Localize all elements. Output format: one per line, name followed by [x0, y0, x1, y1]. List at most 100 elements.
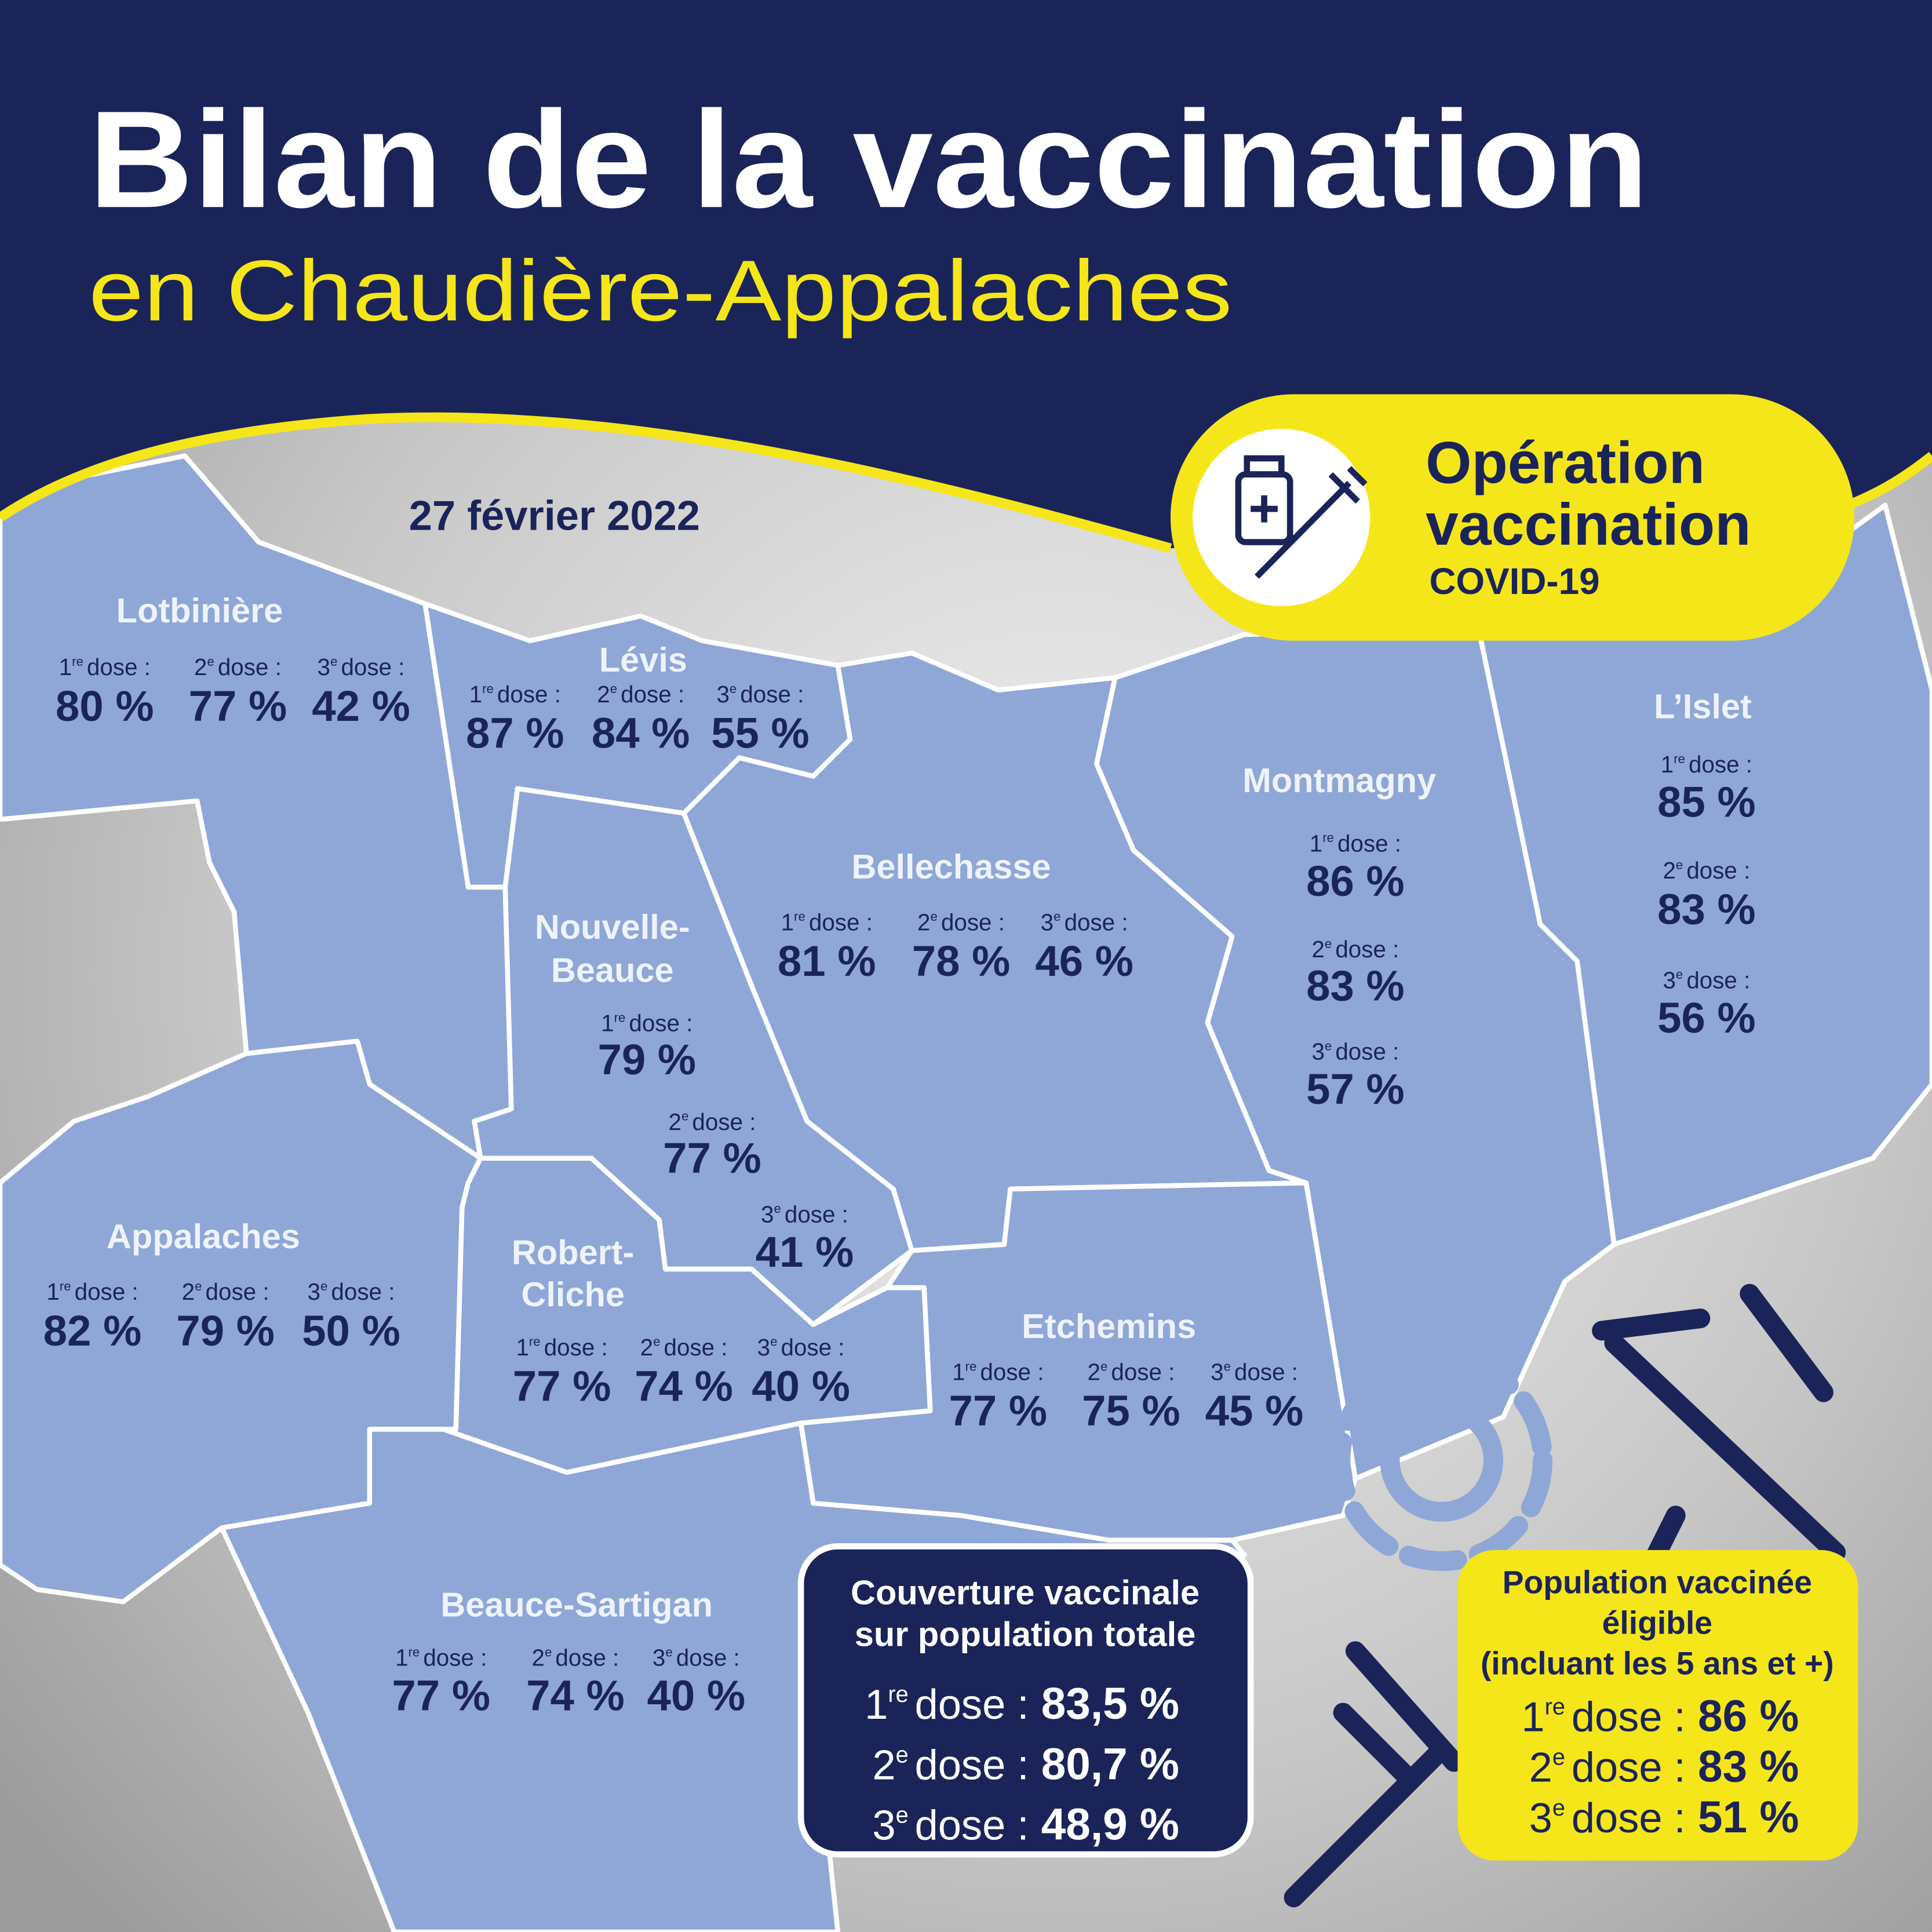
dose-suffix: e [1552, 1745, 1565, 1770]
title: Bilan de la vaccination [89, 82, 1649, 236]
dose-label: 1re dose : [601, 1010, 692, 1037]
dose-label: 3e dose : [716, 681, 804, 708]
dose-label: 2e dose : [872, 1742, 1029, 1788]
dose-suffix: e [320, 1279, 327, 1293]
dose-word: dose : [1572, 1694, 1686, 1740]
dose-value: 45 % [1205, 1387, 1304, 1435]
dose-suffix: e [770, 1335, 777, 1349]
badge-icon [1193, 428, 1370, 607]
dose-suffix: e [545, 1645, 552, 1660]
dose-value: 40 % [647, 1671, 746, 1719]
dose-label: 1re dose : [952, 1358, 1044, 1385]
dose-ordinal: 1 [469, 681, 482, 708]
dose-suffix: re [409, 1645, 420, 1660]
summary-value: 80,7 % [1041, 1740, 1179, 1789]
dose-word: dose : [341, 654, 404, 680]
dose-value: 83 % [1657, 885, 1756, 934]
dose-value: 87 % [466, 709, 564, 757]
dose-label: 2e dose : [532, 1645, 619, 1671]
dose-value: 77 % [663, 1134, 761, 1182]
virus-icon [1330, 1349, 1553, 1572]
dose-ordinal: 3 [1311, 1038, 1324, 1065]
dose-word: dose : [809, 909, 873, 935]
decor-icons [1284, 1284, 1846, 1908]
badge-tag: COVID-19 [1429, 560, 1599, 602]
dose-word: dose : [740, 681, 804, 708]
dose-word: dose : [781, 1334, 845, 1361]
dose-value: 42 % [312, 682, 410, 730]
dose-word: dose : [1234, 1358, 1298, 1385]
syringe-icon [1284, 1641, 1464, 1908]
dose-suffix: re [482, 681, 494, 696]
dose-word: dose : [1686, 857, 1750, 884]
dose-ordinal: 1 [1661, 751, 1674, 778]
dose-label: 1re dose : [1661, 751, 1752, 778]
dose-suffix: re [1545, 1694, 1565, 1719]
dose-suffix: e [207, 654, 214, 669]
region-name: Beauce-Sartigan [440, 1585, 713, 1624]
dose-ordinal: 3 [761, 1201, 774, 1227]
dose-ordinal: 2 [1311, 936, 1324, 963]
region-name: Lotbinière [116, 591, 283, 630]
dose-suffix: re [614, 1011, 626, 1025]
summary-title: (incluant les 5 ans et +) [1481, 1646, 1834, 1682]
dose-value: 77 % [513, 1362, 611, 1410]
dose-value: 79 % [597, 1036, 696, 1084]
dose-ordinal: 3 [872, 1803, 895, 1849]
summary-title: Population vaccinée [1503, 1564, 1812, 1600]
dose-suffix: e [1100, 1359, 1107, 1373]
dose-ordinal: 3 [1663, 967, 1675, 993]
dose-label: 2e dose : [640, 1334, 728, 1361]
region-name: Etchemins [1022, 1307, 1196, 1346]
dose-suffix: re [1674, 752, 1685, 766]
dose-word: dose : [915, 1682, 1029, 1728]
dose-value: 79 % [176, 1307, 275, 1355]
dose-word: dose : [555, 1645, 619, 1671]
dose-label: 3e dose : [872, 1803, 1029, 1849]
summary-value: 86 % [1698, 1692, 1799, 1741]
dose-ordinal: 2 [597, 681, 610, 708]
dose-value: 86 % [1306, 857, 1405, 905]
dose-label: 1re dose : [516, 1334, 607, 1361]
dose-label: 1re dose : [865, 1682, 1029, 1728]
dose-ordinal: 2 [182, 1278, 195, 1305]
dose-word: dose : [621, 681, 684, 708]
dose-label: 2e dose : [194, 654, 282, 680]
dose-word: dose : [1689, 751, 1752, 778]
summary-value: 83,5 % [1041, 1679, 1179, 1729]
dose-word: dose : [1065, 909, 1128, 935]
dose-label: 3e dose : [308, 1278, 395, 1305]
dose-suffix: e [1325, 1038, 1332, 1053]
summary-title: éligible [1602, 1605, 1712, 1641]
summary-eligible-box [1457, 1550, 1858, 1861]
header-wave [1846, 452, 1932, 510]
dose-ordinal: 3 [1041, 909, 1054, 935]
dose-label: 3e dose : [318, 654, 405, 680]
dose-suffix: e [931, 909, 938, 924]
date: 27 février 2022 [409, 493, 700, 539]
dose-word: dose : [1335, 936, 1399, 963]
dose-value: 80 % [56, 682, 154, 730]
dose-ordinal: 2 [1529, 1745, 1552, 1791]
dose-label: 2e dose : [1529, 1745, 1686, 1791]
dose-suffix: e [665, 1645, 672, 1660]
dose-suffix: e [1325, 936, 1332, 951]
dose-word: dose : [785, 1201, 848, 1227]
dose-ordinal: 1 [59, 654, 72, 680]
dose-ordinal: 3 [757, 1334, 770, 1361]
dose-suffix: e [1054, 909, 1060, 924]
region-name: Lévis [599, 640, 687, 679]
dose-word: dose : [87, 654, 151, 680]
summary-value: 48,9 % [1041, 1800, 1179, 1850]
dose-label: 1re dose : [1521, 1694, 1685, 1740]
region-name: Montmagny [1242, 761, 1436, 800]
dose-label: 3e dose : [761, 1201, 848, 1227]
dose-label: 1re dose : [1310, 830, 1401, 856]
dose-ordinal: 3 [1529, 1795, 1552, 1842]
dose-value: 82 % [43, 1307, 142, 1355]
dose-ordinal: 1 [952, 1358, 965, 1385]
dose-label: 3e dose : [1211, 1358, 1298, 1385]
dose-ordinal: 1 [601, 1010, 614, 1037]
dose-word: dose : [331, 1278, 395, 1305]
dose-label: 3e dose : [652, 1645, 740, 1671]
